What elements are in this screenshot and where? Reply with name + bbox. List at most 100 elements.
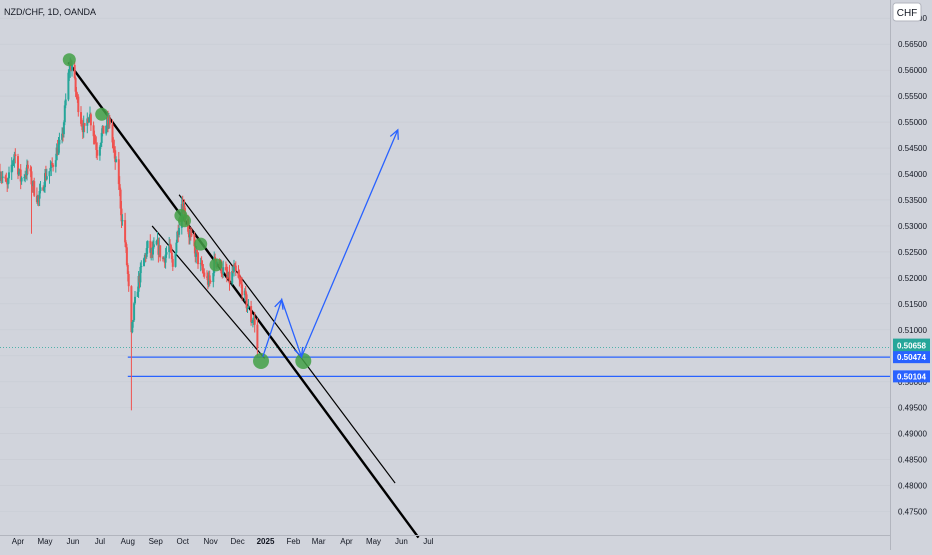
time-tick-label: Apr <box>12 537 25 546</box>
candle-body <box>33 181 36 196</box>
touch-marker <box>62 53 76 67</box>
price-tick-label: 0.49000 <box>898 430 927 439</box>
candle-body <box>58 139 61 145</box>
currency-button[interactable]: CHF <box>892 2 922 22</box>
candle-body <box>75 91 78 96</box>
time-tick-label: Jun <box>66 537 79 546</box>
candle-body <box>61 133 64 140</box>
candle-body <box>36 195 39 202</box>
touch-markers <box>62 53 312 369</box>
candle-body <box>246 307 249 309</box>
price-tick-label: 0.48000 <box>898 482 927 491</box>
projection-arrowhead-target <box>389 128 399 140</box>
level-upper-badge <box>893 351 930 364</box>
currency-button-label[interactable]: CHF <box>897 8 918 19</box>
candle-body <box>168 245 171 253</box>
candle-body <box>206 276 208 278</box>
currency-button-frame[interactable] <box>892 2 922 22</box>
candle-body <box>118 184 121 190</box>
candle-body <box>50 162 53 168</box>
candle-body <box>195 249 198 257</box>
candle-body <box>133 303 136 321</box>
candles <box>0 57 259 411</box>
candle-body <box>121 220 124 222</box>
candle-body <box>102 125 105 134</box>
candle-body <box>108 118 111 125</box>
time-tick-label: Jul <box>95 537 105 546</box>
candle-body <box>127 273 130 287</box>
candle-body <box>189 233 192 235</box>
touch-marker <box>253 352 269 369</box>
candle-body <box>125 242 127 248</box>
candle-body <box>124 220 127 243</box>
main-downtrend <box>67 61 420 539</box>
price-tick-label: 0.55000 <box>898 118 927 127</box>
projection-arrows[interactable] <box>262 128 399 359</box>
projection-path <box>262 129 399 359</box>
time-tick-label: Jun <box>395 537 408 546</box>
candle-body <box>23 177 26 179</box>
candle-body <box>64 99 67 106</box>
candle-body <box>174 252 177 267</box>
candle-body <box>247 306 250 308</box>
candle-body <box>176 231 179 243</box>
time-tick-label: Mar <box>312 537 326 546</box>
candle-body <box>88 117 91 123</box>
candle-body <box>225 269 228 275</box>
candle-body <box>203 272 206 277</box>
candle-body <box>62 122 65 135</box>
candle-body <box>4 176 7 179</box>
candle-body <box>196 249 199 253</box>
symbol-header: NZD/CHF, 1D, OANDA <box>4 7 96 17</box>
candle-body <box>149 240 152 253</box>
candle-body <box>143 258 145 267</box>
candle-body <box>105 125 108 134</box>
candle-body <box>96 150 99 156</box>
candle-body <box>17 171 20 175</box>
candle-body <box>1 176 4 178</box>
candle-body <box>26 164 29 169</box>
candle-body <box>170 245 172 253</box>
candle-body <box>112 142 115 147</box>
candle-body <box>10 164 13 173</box>
price-tick-label: 0.55500 <box>898 92 927 101</box>
candle-body <box>120 208 123 222</box>
price-tick-label: 0.52000 <box>898 274 927 283</box>
candle-body <box>119 189 122 209</box>
time-tick-label: Jul <box>423 537 433 546</box>
candle-body <box>44 173 46 188</box>
candle-body <box>17 156 19 175</box>
candle-body <box>171 259 174 267</box>
time-tick-label: May <box>366 537 381 546</box>
candle-body <box>74 77 77 92</box>
candle-body <box>212 273 215 283</box>
candle-body <box>175 242 178 253</box>
candle-body <box>130 286 133 333</box>
candle-body <box>67 72 70 100</box>
time-axis[interactable]: Apr May Jun Jul Aug Sep Oct Nov Dec 2025 Feb Mar Apr… <box>12 537 434 546</box>
candle-body <box>200 262 203 265</box>
candle-body <box>20 177 23 182</box>
candle-body <box>152 247 154 255</box>
touch-marker <box>95 107 109 121</box>
candle-body <box>30 171 33 185</box>
candle-body <box>231 271 234 284</box>
time-tick-label: 2025 <box>257 537 275 546</box>
candle-body <box>99 142 102 147</box>
candle-body <box>251 322 253 324</box>
candle-body <box>152 244 155 248</box>
candle-body <box>201 264 204 271</box>
time-tick-label: Oct <box>176 537 189 546</box>
price-tick-label: 0.53000 <box>898 222 927 231</box>
candle-body <box>188 233 191 238</box>
candle-body <box>71 64 73 71</box>
candle-body <box>92 125 95 137</box>
candle-body <box>83 123 86 126</box>
candle-body <box>45 176 48 180</box>
candle-body <box>238 277 241 280</box>
touch-marker <box>194 237 208 251</box>
candle-body <box>214 256 217 260</box>
